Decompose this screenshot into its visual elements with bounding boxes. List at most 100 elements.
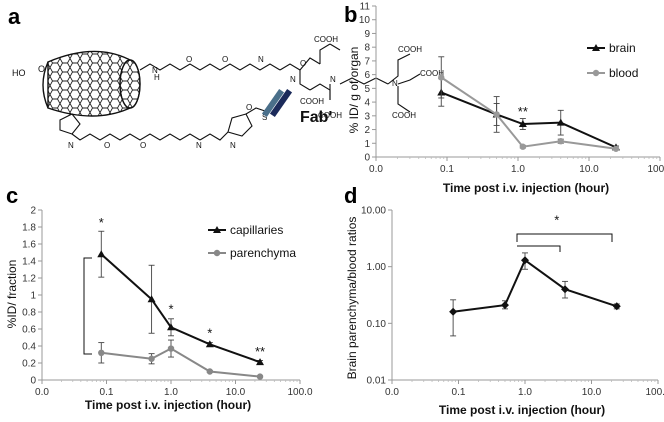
d-axes bbox=[388, 209, 659, 384]
c-legend-capillaries: capillaries bbox=[230, 223, 283, 237]
b-series-line-brain bbox=[440, 91, 617, 149]
c-point-parenchyma bbox=[98, 349, 105, 356]
d-ylabel: Brain parenchyma/blood ratios bbox=[345, 217, 359, 380]
c-legend-marker-capillaries bbox=[213, 226, 221, 233]
c-y-tick-label: 1.8 bbox=[22, 223, 36, 234]
amine-n-label: N bbox=[290, 75, 296, 84]
c-x-tick-label: 0.0 bbox=[35, 387, 49, 398]
d-x-tick-label: 0.1 bbox=[452, 387, 466, 398]
c-series-line-capillaries bbox=[100, 253, 261, 364]
b-y-tick-label: 7 bbox=[364, 56, 370, 67]
c-significance-star: * bbox=[207, 326, 212, 341]
b-y-tick-label: 9 bbox=[364, 29, 370, 40]
bottom-ether-o-1: O bbox=[104, 141, 110, 150]
d-y-tick-label: 0.10 bbox=[367, 319, 387, 330]
c-x-tick-label: 10.0 bbox=[226, 387, 246, 398]
b-x-tick-label: 10.0 bbox=[579, 164, 599, 175]
b-legend-marker-brain bbox=[592, 44, 600, 51]
c-y-tick-label: 0 bbox=[30, 376, 36, 387]
c-y-tick-label: 0.4 bbox=[22, 342, 36, 353]
b-point-blood bbox=[557, 138, 564, 145]
pyrrolidine-n-label: N bbox=[68, 141, 74, 150]
b-y-tick-label: 8 bbox=[364, 43, 370, 54]
ether-o-label-2: O bbox=[222, 55, 228, 64]
b-legend-blood: blood bbox=[609, 66, 638, 80]
d-x-tick-label: 10.0 bbox=[582, 387, 602, 398]
c-significance-star: * bbox=[99, 215, 104, 230]
c-significance-star: ** bbox=[255, 344, 265, 359]
b-point-brain bbox=[518, 120, 527, 128]
cooh-group-label: HO bbox=[12, 68, 26, 78]
c-y-tick-label: 1.6 bbox=[22, 240, 36, 251]
c-point-parenchyma bbox=[256, 373, 264, 380]
b-y-tick-label: 2 bbox=[364, 125, 370, 136]
d-y-tick-label: 0.01 bbox=[367, 376, 387, 387]
d-x-tick-label: 100.0 bbox=[645, 387, 664, 398]
c-tick-labels: 0.0 0.1 1.0 10.0 100.0 0 0.2 0.4 0.6 0.8 1 1.2 1.4 1.… bbox=[22, 206, 313, 399]
c-y-tick-label: 1.4 bbox=[22, 257, 36, 268]
top-chain bbox=[139, 43, 341, 100]
c-x-tick-label: 0.1 bbox=[100, 387, 114, 398]
d-bracket-short bbox=[517, 245, 561, 252]
b-axes bbox=[372, 5, 661, 161]
amide-h-label: H bbox=[154, 73, 160, 82]
bottom-amide-n: N bbox=[196, 141, 202, 150]
d-series-line-ratio bbox=[452, 258, 618, 313]
b-point-blood bbox=[493, 111, 500, 118]
panel-letter-c: c bbox=[6, 183, 18, 208]
d-x-tick-label: 1.0 bbox=[518, 387, 532, 398]
b-tick-labels: 0.0 0.1 1.0 10.0 100.0 0 1 2 3 4 5 6 7 8 9 10 11 bbox=[359, 2, 664, 176]
c-axes bbox=[38, 209, 301, 384]
b-legend-brain: brain bbox=[609, 41, 636, 55]
b-y-tick-label: 5 bbox=[364, 84, 370, 95]
b-x-tick-label: 0.0 bbox=[369, 164, 383, 175]
c-y-tick-label: 0.2 bbox=[22, 359, 36, 370]
c-point-capillaries bbox=[205, 340, 214, 348]
b-y-tick-label: 4 bbox=[364, 98, 370, 109]
c-point-capillaries bbox=[97, 250, 106, 258]
c-point-capillaries bbox=[167, 323, 175, 331]
thioether-s-label: S bbox=[262, 113, 267, 122]
panel-b: b 0.0 0.1 1.0 10.0 100.0 0 1 2 3 4 5 6 7 8 9 10 11 ** Ti… bbox=[344, 2, 664, 196]
cooh-label-6: COOH bbox=[392, 111, 416, 120]
panel-letter-a: a bbox=[8, 4, 21, 29]
d-tick-labels: 0.0 0.1 1.0 10.0 100.0 0.01 0.10 1.00 10.00 bbox=[361, 206, 664, 399]
c-legend: capillaries parenchyma bbox=[208, 223, 296, 260]
b-x-tick-label: 0.1 bbox=[440, 164, 454, 175]
dtpa-chain bbox=[329, 53, 421, 113]
d-y-tick-label: 10.00 bbox=[361, 206, 386, 217]
d-point-ratio bbox=[561, 285, 570, 294]
maleimide-n: N bbox=[230, 141, 236, 150]
c-point-parenchyma bbox=[206, 368, 214, 375]
d-point-ratio bbox=[500, 301, 509, 310]
maleimide-o: O bbox=[246, 103, 252, 112]
panel-letter-d: d bbox=[344, 183, 357, 208]
c-significance-star: * bbox=[168, 302, 173, 317]
cooh-label-2: COOH bbox=[300, 97, 324, 106]
d-x-tick-label: 0.0 bbox=[385, 387, 399, 398]
c-x-tick-label: 100.0 bbox=[287, 387, 312, 398]
d-xlabel: Time post i.v. injection (hour) bbox=[439, 403, 605, 417]
c-y-tick-label: 1 bbox=[30, 291, 36, 302]
amide-n-label-2: N bbox=[258, 55, 264, 64]
b-legend: brain blood bbox=[587, 41, 638, 80]
nanotube-illustration bbox=[42, 50, 141, 117]
b-x-tick-label: 100.0 bbox=[647, 164, 664, 175]
c-legend-parenchyma: parenchyma bbox=[230, 246, 296, 260]
amine-n-label-2: N bbox=[330, 75, 336, 84]
carboxyl-o-label: O bbox=[38, 64, 45, 74]
cooh-label-5: COOH bbox=[420, 69, 444, 78]
c-y-tick-label: 1.2 bbox=[22, 274, 36, 285]
b-point-brain bbox=[556, 118, 565, 126]
b-xlabel: Time post i.v. injection (hour) bbox=[443, 181, 609, 195]
bottom-ether-o-2: O bbox=[140, 141, 146, 150]
amide-n-label: N bbox=[152, 66, 158, 75]
c-point-capillaries bbox=[147, 295, 156, 303]
panel-letter-b: b bbox=[344, 2, 357, 27]
b-y-tick-label: 10 bbox=[359, 15, 371, 26]
c-point-parenchyma bbox=[148, 355, 155, 362]
c-y-tick-label: 0.8 bbox=[22, 308, 36, 319]
c-y-tick-label: 2 bbox=[30, 206, 36, 217]
